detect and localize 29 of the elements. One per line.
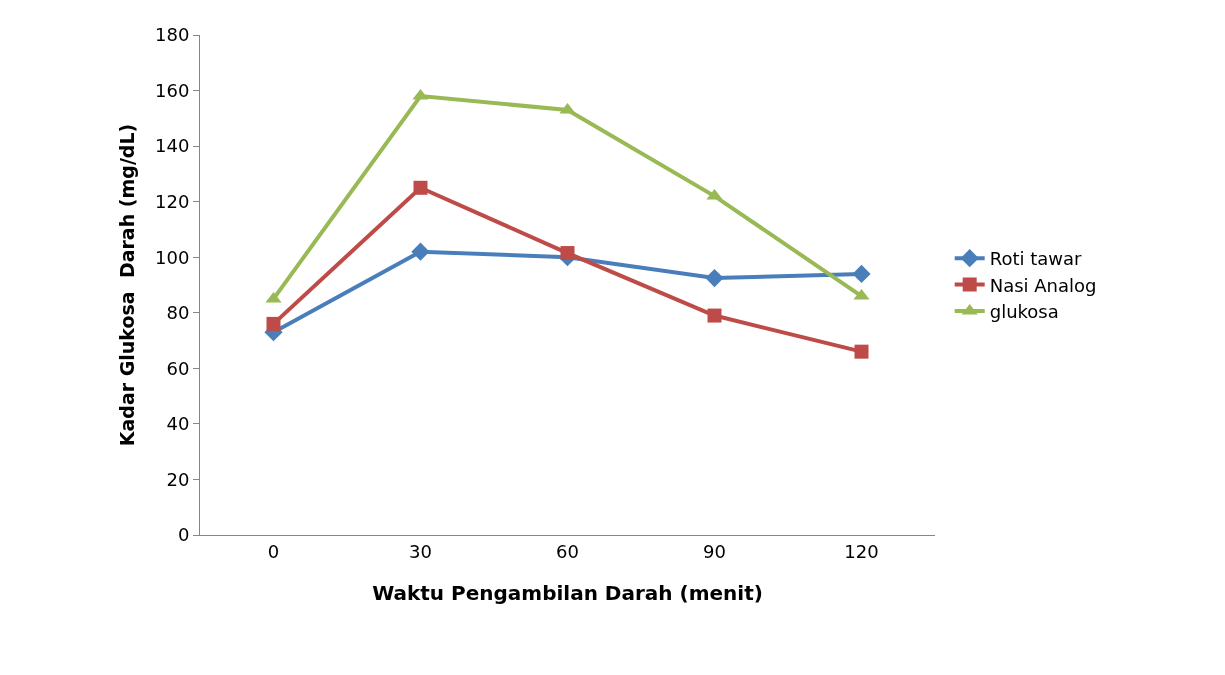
legend-label: Roti tawar	[989, 248, 1083, 270]
point	[705, 268, 724, 288]
x-tick-label: 30	[409, 540, 432, 562]
y-tick-label: 140	[155, 135, 190, 157]
x-axis-title: Waktu Pengambilan Darah (menit)	[372, 581, 763, 606]
y-tick-label: 180	[155, 24, 190, 46]
point	[266, 316, 281, 331]
y-tick-label: 0	[177, 524, 190, 546]
legend-label: Nasi Analog	[989, 274, 1097, 296]
x-tick-label: 0	[267, 540, 280, 562]
x-tick-label: 90	[703, 540, 726, 562]
y-tick-label: 40	[166, 413, 190, 435]
y-tick-label: 60	[166, 357, 190, 379]
y-axis-title: Kadar Glukosa Darah (mg/dL)	[115, 123, 138, 447]
x-tick-label: 60	[556, 540, 579, 562]
point	[707, 308, 722, 323]
legend-label: glukosa	[989, 301, 1059, 323]
point	[265, 291, 282, 303]
y-tick-label: 120	[155, 190, 190, 212]
y-tick-label: 160	[155, 79, 190, 101]
point	[411, 242, 430, 261]
y-tick-label: 100	[155, 246, 190, 268]
point	[854, 344, 869, 359]
point	[852, 264, 871, 283]
point	[560, 246, 575, 261]
point	[413, 180, 428, 195]
y-tick-label: 20	[166, 468, 190, 490]
y-tick-label: 80	[166, 302, 190, 324]
x-tick-label: 120	[844, 540, 879, 562]
